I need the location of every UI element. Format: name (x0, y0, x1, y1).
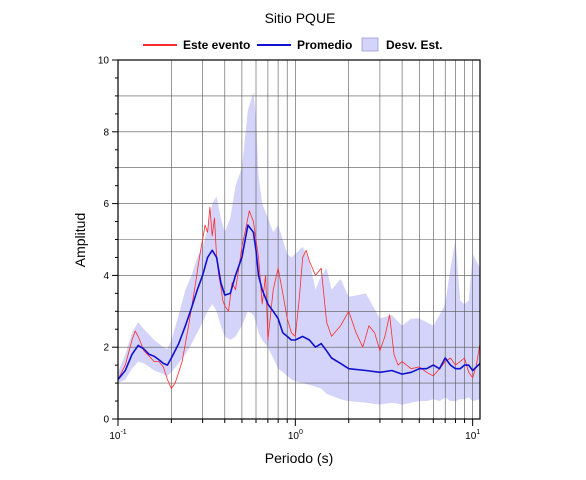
legend-swatch-desv-est- (361, 37, 379, 52)
y-tick-label: 6 (103, 199, 109, 210)
y-tick-label: 8 (103, 127, 109, 138)
x-tick-label-exponent: 1 (476, 429, 480, 436)
y-tick-label: 4 (103, 271, 109, 282)
x-tick-label: 10-1 (109, 429, 126, 442)
y-tick-label: 10 (98, 56, 110, 67)
x-tick-label-exponent: -1 (120, 429, 126, 436)
x-tick-label-exponent: 0 (299, 429, 303, 436)
series-line-este-evento (117, 206, 481, 389)
series-line-promedio (117, 224, 481, 381)
x-axis: 10-1 100 101 (109, 419, 480, 442)
y-axis-label: Amplitud (72, 213, 88, 267)
std-dev-band (118, 92, 480, 405)
series-layer (117, 206, 481, 389)
legend-label-este-evento: Este evento (183, 38, 250, 52)
legend-label-desv-est-: Desv. Est. (386, 38, 442, 52)
std-dev-band-layer (118, 92, 480, 405)
chart-title: Sitio PQUE (265, 10, 336, 26)
x-tick-label: 101 (465, 429, 480, 442)
y-tick-label: 0 (103, 415, 109, 426)
plot-area (117, 59, 481, 420)
legend: Este evento Promedio Desv. Est. (143, 37, 442, 52)
x-tick-label: 100 (288, 429, 303, 442)
y-tick-label: 2 (103, 343, 109, 354)
x-tick-label-base: 10 (288, 431, 300, 442)
x-tick-label-base: 10 (109, 431, 121, 442)
grid-layer (118, 60, 480, 419)
x-axis-label: Periodo (s) (265, 450, 333, 466)
x-tick-label-base: 10 (465, 431, 477, 442)
legend-label-promedio: Promedio (297, 38, 352, 52)
y-axis: 0 2 4 6 8 10 (98, 56, 118, 426)
